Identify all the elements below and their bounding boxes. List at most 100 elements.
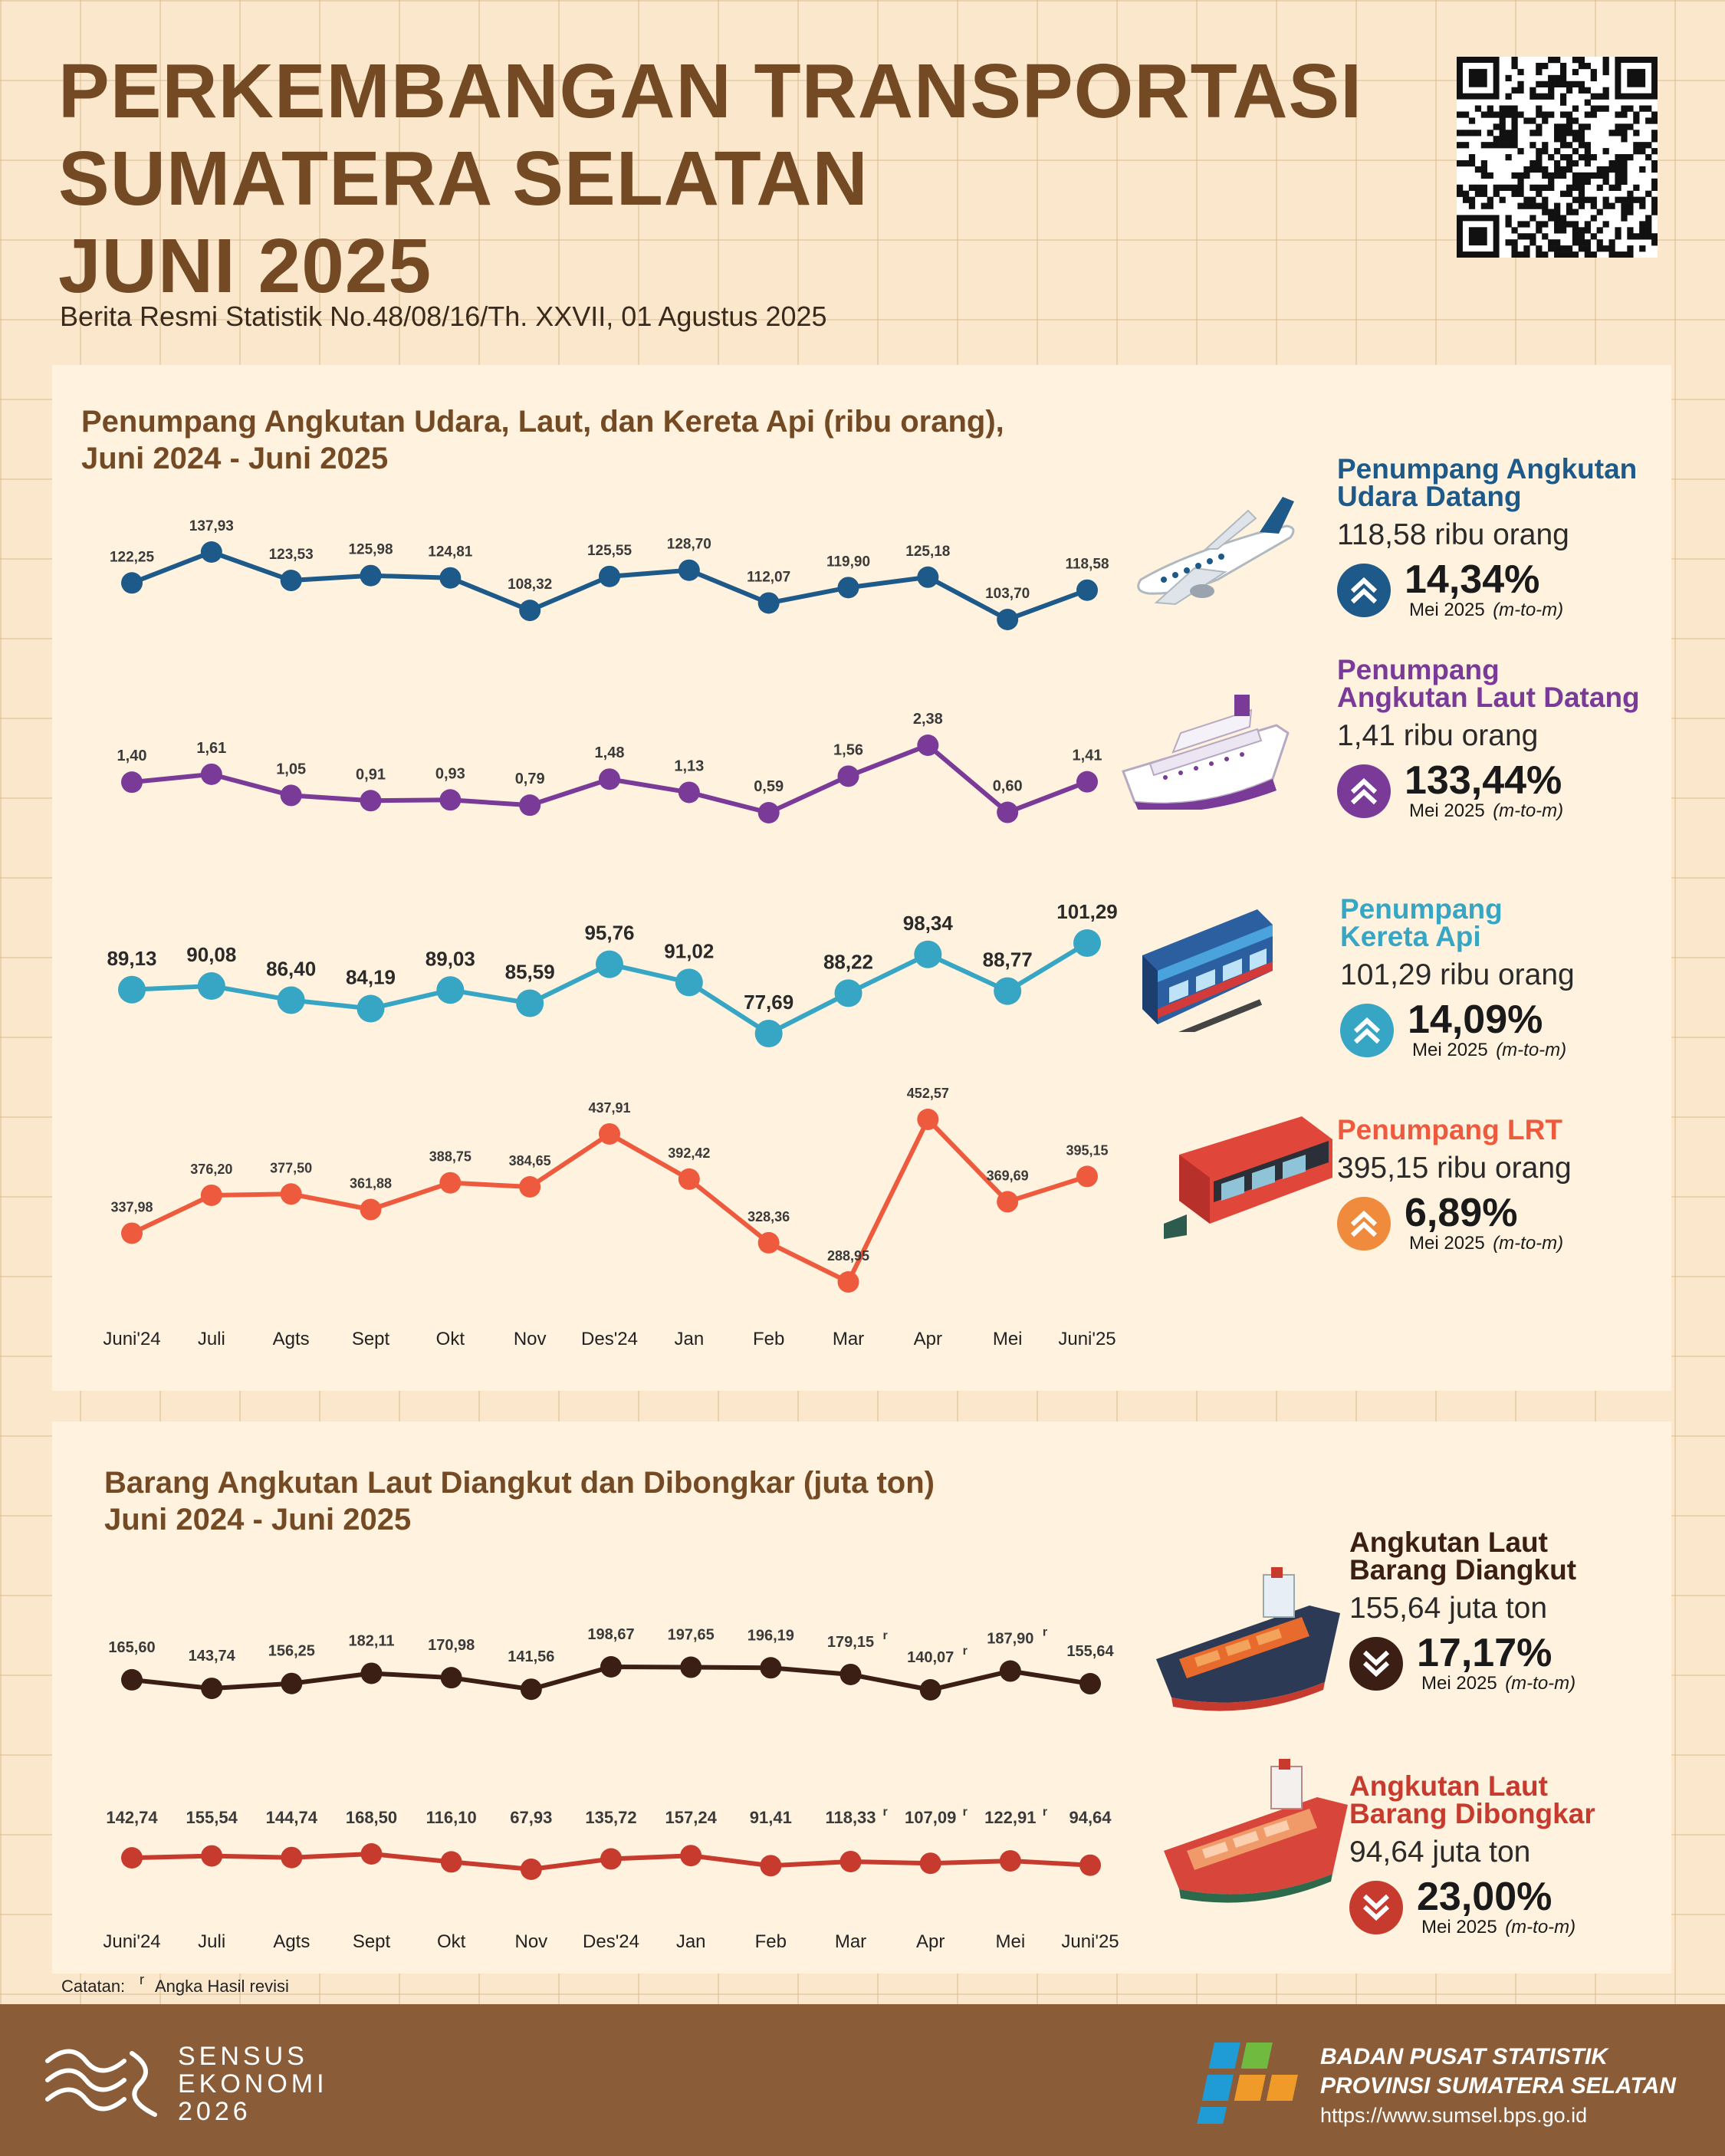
data-point-barang_diangkut <box>1079 1673 1101 1695</box>
data-point-udara <box>121 572 143 594</box>
passenger-title-line-2: Juni 2024 - Juni 2025 <box>81 442 389 475</box>
dibongkar-summary: Angkutan Laut Barang Dibongkar 94,64 jut… <box>1349 1772 1702 1938</box>
x-tick-label: Mei <box>995 1931 1025 1952</box>
data-point-barang_diangkut <box>121 1668 143 1691</box>
data-label-barang_dibongkar: 91,41 <box>750 1808 792 1827</box>
data-point-lrt <box>599 1122 620 1145</box>
x-tick-label: Juni'24 <box>103 1329 160 1349</box>
data-point-kereta <box>675 968 703 997</box>
data-point-barang_diangkut <box>281 1672 303 1694</box>
data-point-kereta <box>516 989 544 1017</box>
x-tick-label: Mar <box>833 1329 864 1349</box>
data-point-kereta <box>914 940 942 968</box>
data-point-laut <box>1076 771 1098 793</box>
data-label-barang_dibongkar: 157,24 <box>665 1808 718 1827</box>
title-line-2: SUMATERA SELATAN <box>58 136 869 222</box>
data-label-kereta: 89,13 <box>107 947 156 970</box>
data-label-laut: 1,05 <box>276 761 306 777</box>
data-label-laut: 1,48 <box>595 744 625 761</box>
data-point-barang_diangkut <box>760 1657 782 1679</box>
x-tick-label: Juli <box>198 1329 225 1349</box>
kereta-period-note: (m-to-m) <box>1496 1040 1567 1060</box>
sensus-ekonomi-logo <box>45 2049 157 2117</box>
data-point-udara <box>997 609 1019 630</box>
data-label-udara: 112,07 <box>747 569 790 585</box>
data-point-barang_diangkut <box>360 1662 383 1684</box>
data-point-barang_diangkut <box>919 1679 941 1701</box>
kereta-change: 14,09% <box>1408 997 1543 1042</box>
data-label-udara: 123,53 <box>269 547 314 563</box>
passenger-title-line-1: Penumpang Angkutan Udara, Laut, dan Kere… <box>81 405 1004 439</box>
data-point-barang_diangkut <box>520 1678 542 1701</box>
data-point-barang_diangkut <box>440 1667 462 1689</box>
data-point-laut <box>360 790 382 812</box>
data-point-lrt <box>917 1109 939 1130</box>
data-label-barang_diangkut: 182,11 <box>348 1632 394 1649</box>
airplane-icon <box>1137 497 1295 606</box>
data-point-laut <box>121 771 143 794</box>
lrt-change: 6,89% <box>1405 1191 1518 1235</box>
kereta-period: Mei 2025 <box>1412 1040 1488 1060</box>
data-point-lrt <box>519 1176 541 1198</box>
data-label-kereta: 89,03 <box>426 947 475 970</box>
x-tick-label: Des'24 <box>581 1329 638 1349</box>
data-point-laut <box>599 768 620 790</box>
data-label-barang_diangkut: 196,19 <box>748 1627 794 1644</box>
data-label-barang_dibongkar: 168,50 <box>346 1808 397 1827</box>
bps-line-2: PROVINSI SUMATERA SELATAN <box>1320 2073 1676 2098</box>
train-icon <box>1142 909 1273 1032</box>
diangkut-period-note: (m-to-m) <box>1505 1673 1576 1694</box>
data-label-kereta: 88,22 <box>823 950 873 973</box>
data-point-lrt <box>757 1231 780 1254</box>
dibongkar-value: 94,64 juta ton <box>1349 1836 1531 1868</box>
data-label-barang_dibongkar: 94,64 <box>1069 1808 1112 1827</box>
cargo-chart-title: Barang Angkutan Laut Diangkut dan Dibong… <box>104 1464 935 1538</box>
chevron-down-icon <box>1349 1881 1403 1934</box>
laut-summary: Penumpang Angkutan Laut Datang 1,41 ribu… <box>1337 656 1690 822</box>
data-label-kereta: 84,19 <box>346 966 396 989</box>
x-tick-label: Feb <box>753 1329 784 1349</box>
data-point-lrt <box>360 1198 382 1221</box>
data-point-udara <box>678 559 700 581</box>
data-point-laut <box>997 801 1019 823</box>
x-tick-label: Nov <box>514 1931 547 1952</box>
data-label-lrt: 377,50 <box>270 1160 312 1175</box>
data-point-laut <box>837 765 859 787</box>
dibongkar-period-note: (m-to-m) <box>1505 1917 1576 1937</box>
passenger-line-chart: 122,25 137,93 123,53 125,98 124,81 108,32 125,… <box>103 518 1118 1349</box>
x-tick-label: Juni'25 <box>1061 1931 1119 1952</box>
revision-mark: r <box>883 1629 888 1642</box>
data-point-barang_dibongkar <box>121 1847 143 1869</box>
revision-mark: r <box>1043 1626 1047 1639</box>
data-label-lrt: 437,91 <box>588 1100 630 1116</box>
passenger-panel: Penumpang Angkutan Udara, Laut, dan Kere… <box>52 365 1671 1391</box>
qr-code[interactable] <box>1457 57 1658 258</box>
chevron-down-icon <box>1349 1637 1403 1691</box>
data-label-barang_dibongkar: 155,54 <box>186 1808 238 1827</box>
lrt-summary: Penumpang LRT 395,15 ribu orang 6,89% Me… <box>1337 1116 1690 1254</box>
x-tick-label: Agts <box>273 1329 310 1349</box>
bps-website-link[interactable]: https://www.sumsel.bps.go.id <box>1320 2104 1588 2127</box>
page-subtitle: Berita Resmi Statistik No.48/08/16/Th. X… <box>60 301 827 332</box>
x-tick-label: Mei <box>993 1329 1023 1349</box>
data-point-udara <box>599 565 620 587</box>
data-label-barang_dibongkar: 118,33 <box>825 1808 876 1827</box>
data-label-udara: 122,25 <box>110 549 155 565</box>
data-label-kereta: 95,76 <box>584 922 634 945</box>
udara-period-note: (m-to-m) <box>1493 600 1564 620</box>
data-label-kereta: 90,08 <box>186 943 236 966</box>
data-label-udara: 125,18 <box>905 544 950 560</box>
laut-value: 1,41 ribu orang <box>1337 719 1539 752</box>
data-label-barang_dibongkar: 67,93 <box>510 1808 552 1827</box>
data-point-udara <box>439 567 462 589</box>
data-label-kereta: 101,29 <box>1056 900 1118 923</box>
data-label-udara: 125,55 <box>587 543 632 559</box>
chevron-up-icon <box>1337 564 1391 617</box>
bps-logo <box>1197 2043 1298 2124</box>
cargo-ship-unloading-icon <box>1164 1759 1348 1903</box>
laut-label-line-1: Penumpang <box>1337 654 1500 685</box>
data-point-lrt <box>439 1172 462 1194</box>
data-point-kereta <box>118 975 146 1004</box>
data-point-lrt <box>200 1184 222 1206</box>
data-point-kereta <box>754 1020 783 1047</box>
